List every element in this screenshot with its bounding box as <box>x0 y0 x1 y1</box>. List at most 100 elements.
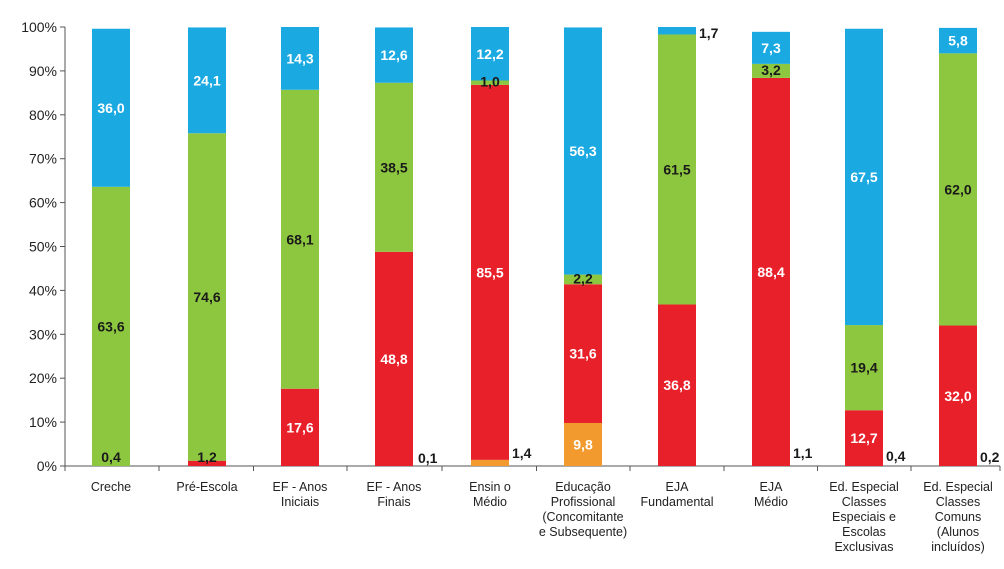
category-label-line: EF - Anos <box>367 480 422 494</box>
bar-segment <box>281 388 319 466</box>
bar-segment <box>471 80 509 85</box>
small-value-label: 0,4 <box>101 449 121 465</box>
bar-segment <box>564 27 602 275</box>
bar-segment <box>939 27 977 54</box>
bar-segment <box>188 460 226 466</box>
bar-segment <box>564 284 602 423</box>
data-label: 24,1 <box>193 72 220 88</box>
bar-segment <box>564 274 602 285</box>
bar-segment <box>658 27 696 35</box>
bar-segment <box>188 133 226 461</box>
bar-segment <box>375 82 413 252</box>
data-label: 3,2 <box>761 62 781 78</box>
data-label: 19,4 <box>850 360 877 376</box>
category-label: Ensin o Médio <box>469 480 511 509</box>
bar-segment <box>281 89 319 389</box>
data-label: 1,0 <box>480 74 500 90</box>
category-label-line: Pré-Escola <box>176 480 237 494</box>
category-label: Ed. Especial Classes Especiais e Escolas Exc… <box>829 480 898 554</box>
bar-segment <box>939 53 977 326</box>
bar-segment <box>375 251 413 466</box>
data-label: 12,7 <box>850 430 877 446</box>
bar-segment <box>752 63 790 78</box>
category-label-line: Profissional <box>551 495 616 509</box>
bar-segment <box>92 28 130 187</box>
data-label: 36,0 <box>97 100 124 116</box>
data-label: 68,1 <box>286 231 313 247</box>
category-label-line: Ed. Especial <box>923 480 992 494</box>
data-label: 31,6 <box>569 346 596 362</box>
y-tick-label: 0% <box>37 458 57 474</box>
small-value-label: 1,1 <box>793 445 813 461</box>
category-label-line: Ensin o <box>469 480 511 494</box>
category-label-line: Classes <box>842 495 886 509</box>
data-label: 14,3 <box>286 50 313 66</box>
bar-segment <box>188 27 226 134</box>
category-label: Ed. Especial Classes Comuns (Alunos incluído… <box>923 480 992 554</box>
category-label-line: (Concomitante <box>542 510 623 524</box>
category-labels: Creche Pré-Escola EF - Anos Iniciais EF - An… <box>91 480 993 554</box>
category-label-line: Ed. Especial <box>829 480 898 494</box>
y-tick-label: 50% <box>29 239 57 255</box>
category-label: Creche <box>91 480 131 494</box>
category-label-line: Fundamental <box>641 495 714 509</box>
category-label: Educação Profissional (Concomitante e Subse… <box>539 480 627 539</box>
bar-segment <box>752 31 790 64</box>
category-label: Pré-Escola <box>176 480 237 494</box>
y-tick-label: 20% <box>29 370 57 386</box>
y-tick-label: 90% <box>29 63 57 79</box>
bar-segment <box>845 410 883 466</box>
y-tick-label: 80% <box>29 107 57 123</box>
data-label: 85,5 <box>476 264 503 280</box>
category-label-line: Finais <box>377 495 410 509</box>
data-label: 62,0 <box>944 181 971 197</box>
category-label-line: Escolas <box>842 525 886 539</box>
bar-segment <box>375 27 413 83</box>
data-label: 9,8 <box>573 436 593 452</box>
data-label: 88,4 <box>757 264 784 280</box>
bar-segment <box>845 28 883 326</box>
data-label: 12,2 <box>476 46 503 62</box>
y-tick-label: 30% <box>29 326 57 342</box>
data-labels: 63,6 36,0 74,6 24,1 17,6 68,1 14,3 48,8 38,5 12,6… <box>97 25 999 466</box>
y-tick-label: 100% <box>21 19 57 35</box>
data-label: 32,0 <box>944 388 971 404</box>
y-tick-label: 60% <box>29 195 57 211</box>
category-label-line: Exclusivas <box>834 540 893 554</box>
bar-segment <box>564 422 602 466</box>
bar-segment <box>658 34 696 305</box>
data-label: 5,8 <box>948 33 968 49</box>
bar-segment <box>845 325 883 411</box>
category-label: EF - Anos Iniciais <box>273 480 328 509</box>
bar-segment <box>471 84 509 460</box>
small-value-label: 1,4 <box>512 445 532 461</box>
category-label-line: e Subsequente) <box>539 525 627 539</box>
category-label-line: Creche <box>91 480 131 494</box>
small-value-label: 1,7 <box>699 25 719 41</box>
bar-segment <box>658 304 696 466</box>
category-label-line: Classes <box>936 495 980 509</box>
data-label: 74,6 <box>193 289 220 305</box>
bar-segment <box>752 77 790 466</box>
category-label-line: Educação <box>555 480 611 494</box>
bars <box>92 27 977 466</box>
bar-segment <box>92 186 130 466</box>
data-label: 67,5 <box>850 169 877 185</box>
category-label: EJA Fundamental <box>641 480 714 509</box>
small-value-label: 0,4 <box>886 448 906 464</box>
small-value-label: 0,2 <box>980 449 1000 465</box>
y-tick-label: 40% <box>29 282 57 298</box>
data-label: 36,8 <box>663 377 690 393</box>
y-tick-label: 10% <box>29 414 57 430</box>
category-label: EJA Médio <box>754 480 788 509</box>
data-label: 38,5 <box>380 159 407 175</box>
bar-segment <box>939 325 977 466</box>
small-value-label: 0,1 <box>418 450 438 466</box>
bar-segment <box>281 27 319 90</box>
category-label-line: EJA <box>760 480 784 494</box>
category-label-line: (Alunos <box>937 525 979 539</box>
category-label-line: Especiais e <box>832 510 896 524</box>
category-label-line: EJA <box>666 480 690 494</box>
data-label: 63,6 <box>97 318 124 334</box>
